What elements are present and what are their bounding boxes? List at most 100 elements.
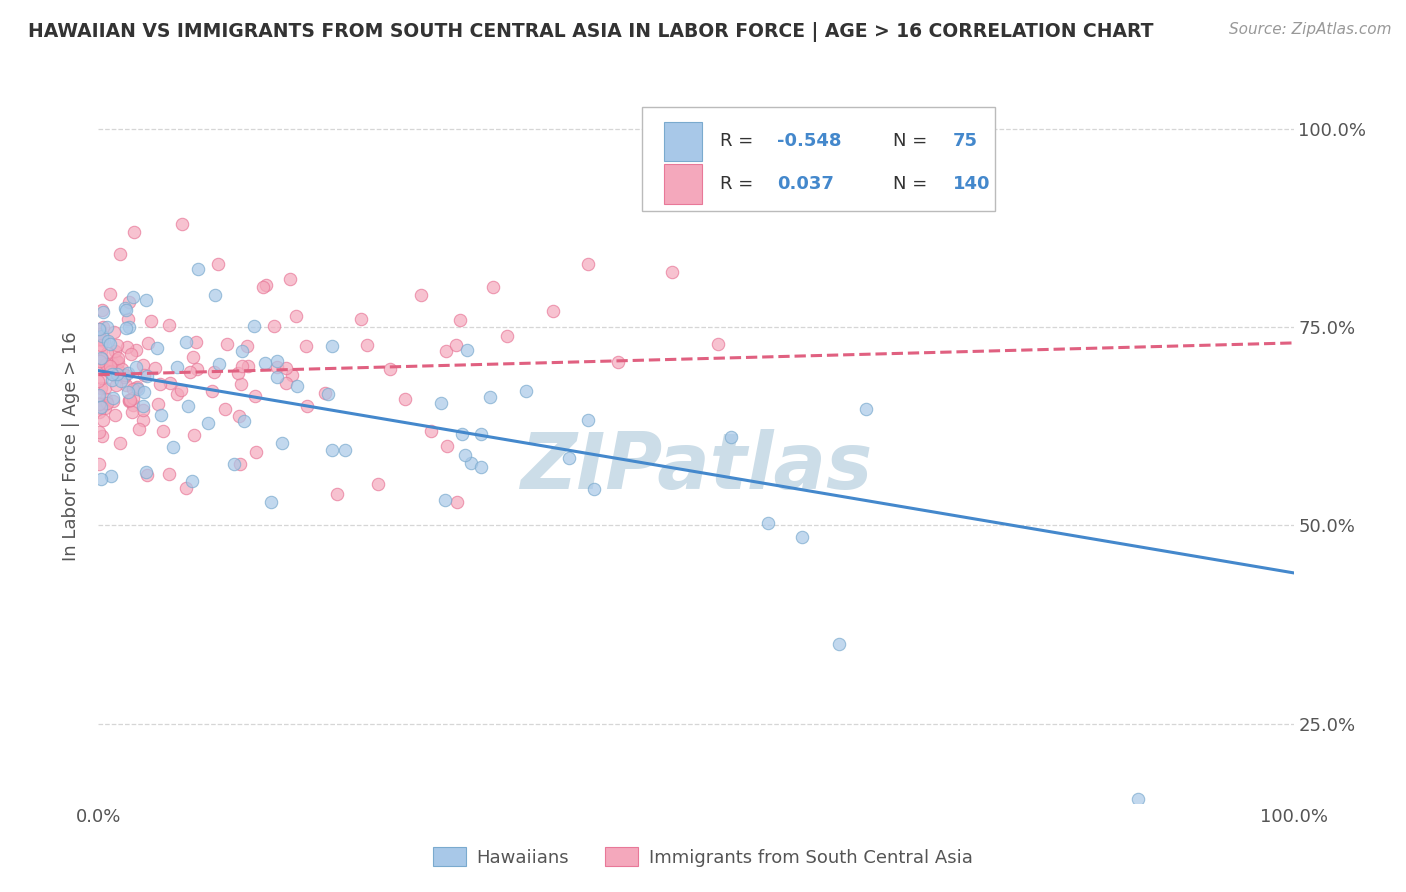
Point: [284, 309, 307, 323]
Point: [132, 403, 155, 417]
Point: [91, 412, 114, 426]
Point: [108, 247, 131, 261]
Point: [96, 346, 118, 360]
Point: [159, 376, 181, 391]
Point: [157, 467, 180, 481]
Point: [202, 365, 225, 379]
Point: [134, 384, 156, 399]
Point: [294, 339, 316, 353]
Point: [222, 457, 245, 471]
Text: R =: R =: [720, 132, 754, 150]
Point: [449, 313, 471, 327]
Point: [125, 380, 148, 394]
Point: [183, 428, 205, 442]
Text: N =: N =: [893, 132, 928, 150]
Point: [197, 417, 219, 431]
Point: [496, 329, 519, 343]
Text: R =: R =: [720, 175, 754, 193]
Point: [132, 359, 155, 373]
Point: [207, 257, 229, 271]
Point: [263, 318, 285, 333]
Bar: [664, 121, 702, 161]
Point: [756, 516, 779, 531]
Point: [96, 357, 118, 371]
Point: [456, 343, 478, 358]
Point: [87, 405, 110, 419]
Point: [576, 413, 599, 427]
Point: [91, 304, 114, 318]
Point: [214, 402, 236, 417]
Point: [420, 424, 443, 438]
Point: [828, 637, 851, 651]
Point: [152, 424, 174, 438]
Point: [89, 425, 111, 439]
Point: [93, 398, 115, 412]
Point: [89, 353, 111, 368]
Point: [100, 364, 122, 378]
Point: [104, 343, 127, 358]
Point: [117, 340, 139, 354]
Point: [285, 379, 308, 393]
Point: [125, 360, 148, 375]
Point: [93, 334, 115, 349]
Point: [98, 365, 121, 379]
Point: [90, 429, 112, 443]
Point: [117, 366, 139, 380]
Point: [121, 391, 143, 405]
Point: [89, 321, 111, 335]
Point: [121, 290, 143, 304]
Point: [607, 354, 630, 368]
Point: [127, 382, 149, 396]
Point: [481, 280, 505, 294]
Point: [207, 357, 229, 371]
Point: [132, 368, 155, 382]
Point: [434, 344, 457, 359]
Point: [90, 358, 112, 372]
Point: [231, 377, 253, 392]
Point: [228, 409, 250, 424]
Point: [91, 329, 114, 343]
Point: [125, 381, 148, 395]
Point: [97, 334, 120, 348]
Point: [94, 392, 117, 407]
Point: [117, 385, 139, 400]
Point: [91, 361, 114, 376]
Point: [157, 318, 180, 332]
Text: ZIPatlas: ZIPatlas: [520, 429, 872, 506]
Point: [254, 356, 277, 370]
Point: [228, 457, 250, 471]
Point: [90, 472, 112, 486]
Point: [380, 362, 402, 376]
Point: [174, 334, 197, 349]
Point: [356, 337, 378, 351]
Legend: Hawaiians, Immigrants from South Central Asia: Hawaiians, Immigrants from South Central…: [426, 840, 980, 874]
Point: [105, 338, 128, 352]
Point: [118, 392, 141, 407]
Point: [314, 385, 336, 400]
Point: [87, 387, 110, 401]
Point: [470, 426, 492, 441]
Point: [90, 351, 112, 365]
Point: [321, 443, 343, 458]
Point: [91, 371, 114, 385]
Text: 140: 140: [953, 175, 990, 193]
Point: [89, 457, 111, 471]
Point: [115, 321, 138, 335]
Point: [321, 338, 343, 352]
Point: [242, 318, 264, 333]
Point: [94, 363, 117, 377]
Point: [260, 494, 283, 508]
Point: [394, 392, 416, 406]
Text: 0.037: 0.037: [778, 175, 834, 193]
Point: [93, 319, 115, 334]
Point: [444, 338, 467, 352]
Text: -0.548: -0.548: [778, 132, 842, 150]
Point: [114, 378, 136, 392]
Point: [87, 389, 110, 403]
Point: [96, 320, 118, 334]
Point: [183, 350, 205, 364]
Text: Source: ZipAtlas.com: Source: ZipAtlas.com: [1229, 22, 1392, 37]
Point: [184, 334, 207, 349]
Point: [297, 399, 319, 413]
Bar: [664, 164, 702, 203]
